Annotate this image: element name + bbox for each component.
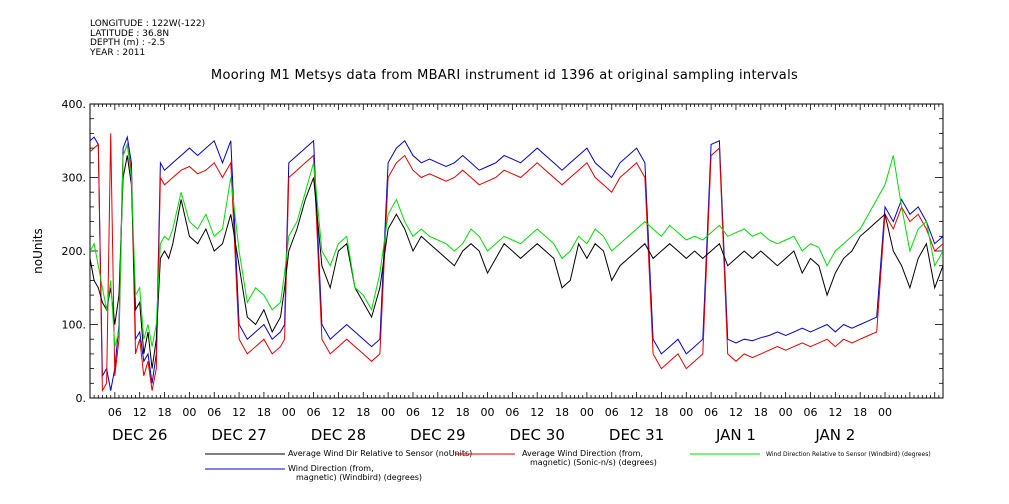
x-hour-label: 00 [580, 406, 594, 419]
x-hour-label: 06 [704, 406, 718, 419]
x-hour-label: 00 [679, 406, 693, 419]
x-day-label: DEC 29 [410, 426, 465, 444]
x-hour-label: 06 [307, 406, 321, 419]
chart-title: Mooring M1 Metsys data from MBARI instru… [210, 68, 799, 83]
x-day-label: DEC 30 [510, 426, 565, 444]
legend-label: Wind Direction (from, [288, 464, 374, 473]
x-day-label: DEC 31 [609, 426, 664, 444]
y-axis-label: noUnits [31, 228, 45, 274]
x-hour-label: 18 [158, 406, 172, 419]
x-hour-label: 18 [555, 406, 569, 419]
legend-label: Average Wind Direction (from, [522, 449, 643, 458]
x-hour-label: 12 [331, 406, 345, 419]
x-hour-label: 06 [207, 406, 221, 419]
series-line-2 [90, 133, 943, 393]
x-hour-label: 06 [505, 406, 519, 419]
y-tick-label: 200. [62, 245, 87, 258]
metadata-block: LONGITUDE : 122W(-122) LATITUDE : 36.8N … [90, 19, 206, 58]
legend-label: magnetic) (Windbird) (degrees) [296, 473, 422, 482]
x-hour-label: 18 [257, 406, 271, 419]
plot-frame [89, 103, 944, 399]
y-tick-label: 400. [62, 98, 87, 111]
x-hour-label: 12 [133, 406, 147, 419]
depth-text: DEPTH (m) : -2.5 [90, 38, 166, 48]
x-day-label: DEC 28 [311, 426, 366, 444]
x-day-label: JAN 2 [814, 426, 855, 444]
x-hour-label: 00 [481, 406, 495, 419]
x-day-label: DEC 26 [112, 426, 167, 444]
x-day-label: JAN 1 [715, 426, 756, 444]
legend-label: magnetic) (Sonic-n/s) (degrees) [530, 458, 657, 467]
x-hour-label: 06 [803, 406, 817, 419]
y-tick-label: 100. [62, 319, 87, 332]
x-hour-label: 18 [754, 406, 768, 419]
longitude-text: LONGITUDE : 122W(-122) [90, 19, 206, 29]
y-tick-label: 300. [62, 172, 87, 185]
series-line-1 [90, 155, 943, 369]
year-text: YEAR : 2011 [90, 47, 146, 58]
x-hour-label: 12 [630, 406, 644, 419]
x-hour-label: 06 [605, 406, 619, 419]
x-hour-label: 12 [729, 406, 743, 419]
x-day-label: DEC 27 [211, 426, 266, 444]
x-hour-label: 06 [108, 406, 122, 419]
x-hour-label: 00 [182, 406, 196, 419]
legend-label: Average Wind Dir Relative to Sensor (noU… [288, 449, 472, 458]
x-hour-label: 00 [282, 406, 296, 419]
x-hour-label: 18 [853, 406, 867, 419]
x-hour-label: 12 [431, 406, 445, 419]
series-line-4 [90, 135, 943, 391]
x-hour-label: 12 [232, 406, 246, 419]
x-hour-label: 00 [381, 406, 395, 419]
x-hour-label: 12 [828, 406, 842, 419]
x-hour-label: 00 [779, 406, 793, 419]
latitude-text: LATITUDE : 36.8N [90, 28, 170, 39]
x-hour-label: 18 [654, 406, 668, 419]
x-hour-label: 18 [456, 406, 470, 419]
y-tick-label: 0. [76, 392, 87, 405]
legend-label: Wind Direction Relative to Sensor (Windb… [766, 451, 931, 458]
x-hour-label: 18 [356, 406, 370, 419]
x-hour-label: 00 [878, 406, 892, 419]
x-hour-label: 06 [406, 406, 420, 419]
series-line-3 [90, 144, 943, 347]
x-hour-label: 12 [530, 406, 544, 419]
